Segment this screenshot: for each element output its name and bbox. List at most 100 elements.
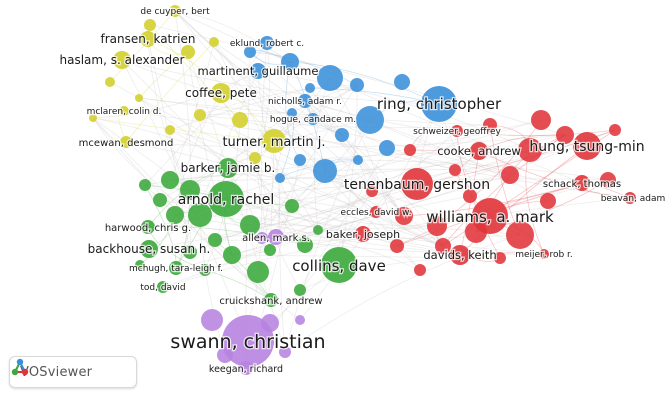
author-node-martinent-guillaume[interactable] [250,63,266,79]
author-node[interactable] [240,215,260,235]
author-node[interactable] [390,239,404,253]
author-node[interactable] [153,193,167,207]
author-node[interactable] [395,207,413,225]
author-label-collins-dave[interactable]: collins, dave [291,256,387,277]
author-node-haslam-s-alexander[interactable] [113,51,131,69]
author-node[interactable] [600,172,616,188]
author-node-arnold-rachel[interactable] [208,181,244,217]
author-label-tenenbaum-gershon[interactable]: tenenbaum, gershon [343,176,492,195]
author-node[interactable] [166,206,184,224]
author-node[interactable] [249,152,261,164]
author-node[interactable] [183,245,197,259]
author-node[interactable] [144,19,156,31]
author-node[interactable] [165,125,175,135]
author-node[interactable] [294,154,306,166]
author-node[interactable] [89,114,97,122]
author-node-mclaren-colin-d[interactable] [119,106,129,116]
author-node[interactable] [209,37,219,47]
author-node[interactable] [335,128,349,142]
author-label-ring-christopher[interactable]: ring, christopher [376,94,504,115]
author-node-mchugh-tara-leigh-f[interactable] [169,261,183,275]
author-node-swann-christian[interactable] [222,315,274,367]
author-node[interactable] [356,106,384,134]
author-label-beavan-adam[interactable]: beavan, adam [599,193,666,206]
author-node-turner-martin-j[interactable] [262,129,286,153]
author-label-cruickshank-andrew[interactable]: cruickshank, andrew [218,295,324,309]
author-node[interactable] [379,140,395,156]
author-label-meijer-rob-r[interactable]: meijer, rob r. [514,249,574,262]
author-node[interactable] [105,77,115,87]
author-node[interactable] [449,164,461,176]
author-label-arnold-rachel[interactable]: arnold, rachel [176,191,275,210]
author-node-davids-keith[interactable] [450,245,470,265]
author-node[interactable] [244,46,256,58]
vosviewer-badge[interactable]: VOSviewer [9,356,137,388]
author-node-cooke-andrew[interactable] [470,142,488,160]
author-node[interactable] [247,261,269,283]
author-node[interactable] [394,74,410,90]
author-node[interactable] [463,189,477,203]
author-node[interactable] [518,138,542,162]
author-node-harwood-chris-g[interactable] [141,220,155,234]
author-label-cooke-andrew[interactable]: cooke, andrew [436,143,522,160]
author-node[interactable] [540,193,556,209]
author-label-harwood-chris-g[interactable]: harwood, chris g. [104,222,193,236]
author-label-eccles-david-w[interactable]: eccles, david w. [339,207,412,220]
author-node[interactable] [353,155,363,165]
author-node[interactable] [501,166,519,184]
author-node[interactable] [366,185,378,197]
author-node-nicholls-adam-r[interactable] [298,94,312,108]
author-node[interactable] [313,159,337,183]
author-label-allen-mark-s[interactable]: allen, mark s. [241,232,311,246]
author-node[interactable] [275,173,285,183]
author-node[interactable] [223,246,241,264]
author-node[interactable] [435,238,451,254]
author-node[interactable] [264,244,276,256]
author-node-ring-christopher[interactable] [421,86,457,122]
author-label-nicholls-adam-r[interactable]: nicholls, adam r. [267,96,343,109]
author-node-baker-joseph[interactable] [355,226,371,242]
author-label-hogue-candace-m[interactable]: hogue, candace m. [269,114,358,127]
author-node-eccles-david-w[interactable] [370,206,382,218]
author-node[interactable] [427,216,447,236]
author-node[interactable] [201,309,223,331]
author-node[interactable] [305,83,315,93]
author-label-haslam-s-alexander[interactable]: haslam, s. alexander [58,52,186,69]
author-label-hung-tsung-min[interactable]: hung, tsung-min [528,138,646,157]
author-node[interactable] [350,78,364,92]
author-node[interactable] [180,180,200,200]
author-node[interactable] [285,199,299,213]
author-label-barker-jamie-b[interactable]: barker, jamie b. [179,160,276,177]
author-node-keegan-richard[interactable] [239,361,253,375]
author-node[interactable] [161,171,179,189]
author-node-schack-thomas[interactable] [574,175,590,191]
author-node[interactable] [494,252,506,264]
author-label-mcewan-desmond[interactable]: mcewan, desmond [77,137,174,151]
author-label-backhouse-susan-h[interactable]: backhouse, susan h. [86,241,211,258]
author-node[interactable] [287,108,297,118]
author-node-barker-jamie-b[interactable] [218,158,238,178]
author-node[interactable] [317,65,343,91]
author-node[interactable] [256,232,268,244]
author-node-tenenbaum-gershon[interactable] [401,168,433,200]
author-node[interactable] [181,45,195,59]
author-node-cruickshank-andrew[interactable] [264,293,278,307]
author-label-davids-keith[interactable]: davids, keith [422,247,498,264]
author-node[interactable] [483,118,497,132]
author-node-meijer-rob-r[interactable] [539,249,549,259]
author-label-tod-david[interactable]: tod, david [139,282,187,295]
author-label-coffee-pete[interactable]: coffee, pete [184,85,258,102]
author-node-backhouse-susan-h[interactable] [140,240,158,258]
author-node-fransen-katrien[interactable] [140,31,156,47]
author-node-coffee-pete[interactable] [211,83,231,103]
author-label-schweizer-geoffrey[interactable]: schweizer, geoffrey [412,126,503,139]
author-label-mchugh-tara-leigh-f[interactable]: mchugh, tara-leigh f. [128,263,224,276]
author-node-mcewan-desmond[interactable] [120,136,132,148]
author-label-fransen-katrien[interactable]: fransen, katrien [99,31,197,48]
author-node-de-cuyper-bert[interactable] [169,5,181,17]
author-node[interactable] [232,112,248,128]
author-label-eklund-robert-c[interactable]: eklund, robert c. [229,38,306,51]
author-node-allen-mark-s[interactable] [268,229,284,245]
author-node[interactable] [295,315,305,325]
